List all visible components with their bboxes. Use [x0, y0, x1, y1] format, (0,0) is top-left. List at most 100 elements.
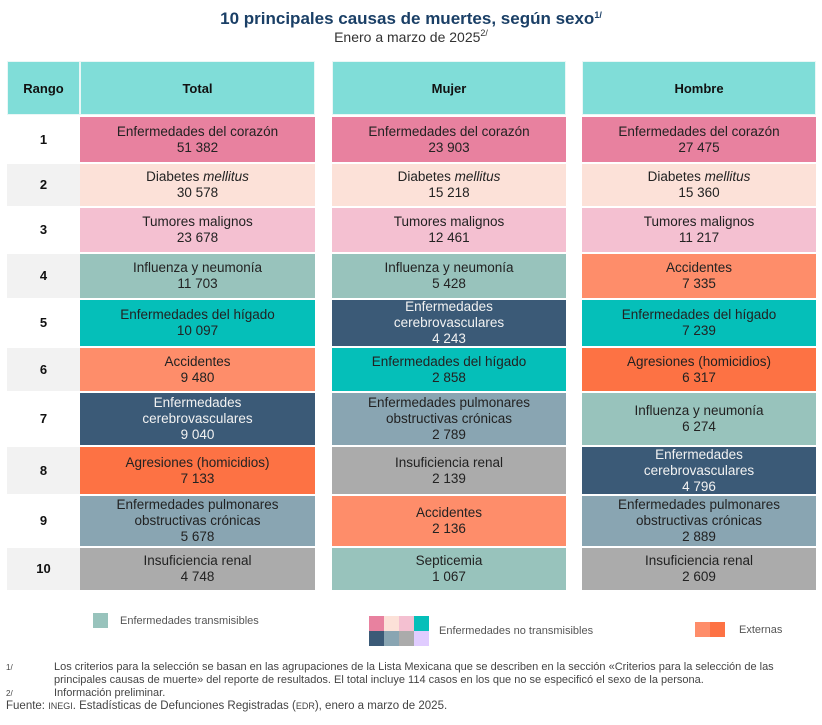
cause-name: Diabetes mellitus — [146, 169, 249, 184]
footnotes: 1/ Los criterios para la selección se ba… — [6, 661, 818, 713]
cause-cell: Accidentes 9 480 — [80, 346, 315, 391]
cause-name: Enfermedades pulmonares obstructivas crón… — [617, 497, 781, 528]
legend-color-chip — [399, 631, 414, 646]
cause-value: 7 335 — [682, 276, 716, 291]
cause-name: Enfermedades cerebrovasculares — [142, 395, 253, 426]
legend-label-no-transmisibles: Enfermedades no transmisibles — [439, 625, 594, 637]
legend-externas: Externas — [695, 622, 782, 637]
legend-color-chip — [399, 616, 414, 631]
cause-name: Enfermedades cerebrovasculares — [393, 299, 505, 330]
cause-value: 4 748 — [180, 569, 215, 584]
cause-cell: Tumores malignos 11 217 — [582, 206, 816, 252]
cause-cell: Enfermedades cerebrovasculares 4 796 — [582, 445, 816, 494]
cause-name: Accidentes — [415, 505, 483, 520]
cause-value: 12 461 — [428, 230, 470, 245]
cause-name: Enfermedades pulmonares obstructivas crón… — [116, 497, 279, 528]
cause-cell: Tumores malignos 12 461 — [332, 206, 566, 252]
cause-cell: Enfermedades pulmonares obstructivas crón… — [332, 391, 566, 445]
cause-value: 2 889 — [682, 529, 716, 544]
cause-cell: Agresiones (homicidios) 6 317 — [582, 346, 816, 391]
cause-value: 15 218 — [428, 185, 470, 200]
cause-name: Diabetes mellitus — [647, 169, 751, 184]
total-column: Total Enfermedades del corazón 51 382 Diab… — [80, 61, 315, 590]
cause-name: Insuficiencia renal — [143, 553, 252, 568]
source-label: Fuente: — [6, 700, 45, 712]
legend-swatch-no-transmisibles — [369, 616, 429, 646]
cause-cell: Enfermedades pulmonares obstructivas crón… — [80, 494, 315, 546]
title-footnote-mark: 1/ — [594, 10, 602, 20]
cause-value: 4 796 — [682, 478, 716, 494]
footnote-1-mark: 1/ — [6, 663, 13, 672]
cause-cell: Enfermedades del hígado 7 239 — [582, 298, 816, 346]
cause-cell: Diabetes mellitus 30 578 — [80, 162, 315, 206]
rank-cell: 10 — [7, 546, 80, 590]
cause-value: 2 136 — [432, 521, 466, 536]
cause-name: Enfermedades pulmonares obstructivas crón… — [367, 395, 531, 426]
legend-color-chip — [414, 631, 429, 646]
cause-name: Tumores malignos — [142, 214, 253, 229]
cause-value: 7 133 — [180, 470, 215, 486]
rank-cell: 7 — [7, 391, 80, 445]
cause-cell: Diabetes mellitus 15 360 — [582, 162, 816, 206]
cause-value: 9 480 — [180, 369, 215, 385]
cause-cell: Enfermedades cerebrovasculares 9 040 — [80, 391, 315, 445]
cause-value: 23 903 — [428, 139, 470, 155]
legend-label-externas: Externas — [739, 623, 783, 636]
cause-cell: Insuficiencia renal 4 748 — [80, 546, 315, 590]
cause-cell: Enfermedades del corazón 51 382 — [80, 115, 315, 162]
legend-no-transmisibles: Enfermedades no transmisibles — [369, 616, 593, 646]
subtitle-footnote-mark: 2/ — [480, 28, 488, 38]
rank-cell: 5 — [7, 298, 80, 346]
cause-value: 11 703 — [177, 276, 218, 291]
legend-transmisibles: Enfermedades transmisibles — [93, 613, 259, 628]
cause-cell: Insuficiencia renal 2 139 — [332, 445, 566, 494]
cause-cell: Agresiones (homicidios) 7 133 — [80, 445, 315, 494]
source-text: . Estadísticas de Defunciones Registrada… — [72, 700, 296, 712]
cause-cell: Insuficiencia renal 2 609 — [582, 546, 816, 590]
mujer-header: Mujer — [332, 61, 566, 115]
legend-color-chip — [710, 622, 725, 637]
cause-name: Insuficiencia renal — [644, 553, 754, 568]
rank-cell: 2 — [7, 162, 80, 206]
legend-color-chip — [414, 616, 429, 631]
cause-cell: Influenza y neumonía 5 428 — [332, 252, 566, 298]
source-tail: ), enero a marzo de 2025. — [314, 700, 448, 712]
cause-name: Accidentes — [164, 353, 231, 369]
legend-swatch-transmisibles — [93, 613, 108, 628]
cause-name: Influenza y neumonía — [384, 260, 514, 275]
rank-cell: 1 — [7, 115, 80, 162]
cause-name: Septicemia — [415, 553, 483, 568]
cause-value: 11 217 — [678, 230, 720, 245]
cause-value: 2 858 — [432, 369, 466, 385]
cause-value: 6 274 — [682, 419, 716, 434]
rank-cell: 6 — [7, 346, 80, 391]
footnote-2-text: Información preliminar. — [54, 687, 166, 699]
cause-value: 2 609 — [682, 569, 716, 584]
cause-value: 23 678 — [176, 230, 219, 245]
cause-value: 10 097 — [176, 323, 219, 338]
rank-cell: 9 — [7, 494, 80, 546]
cause-name: Enfermedades del hígado — [120, 307, 275, 322]
cause-name: Enfermedades del corazón — [618, 123, 780, 139]
cause-value: 2 789 — [432, 427, 466, 442]
cause-cell: Enfermedades pulmonares obstructivas crón… — [582, 494, 816, 546]
cause-value: 2 139 — [432, 470, 466, 486]
legend-color-chip — [384, 631, 399, 646]
rank-column: Rango 1 2 3 4 5 6 7 8 9 10 — [7, 61, 80, 590]
cause-name: Influenza y neumonía — [132, 260, 263, 275]
legend-color-chip — [384, 616, 399, 631]
cause-value: 6 317 — [682, 369, 716, 385]
cause-name: Agresiones (homicidios) — [626, 353, 772, 369]
cause-value: 1 067 — [432, 569, 466, 584]
cause-value: 30 578 — [176, 185, 219, 200]
hombre-column: Hombre Enfermedades del corazón 27 475 Dia… — [582, 61, 816, 590]
cause-name: Agresiones (homicidios) — [125, 454, 270, 470]
footnote-1-text: Los criterios para la selección se basan… — [54, 661, 774, 686]
chart-subtitle: Enero a marzo de 20252/ — [0, 24, 822, 46]
cause-name: Influenza y neumonía — [634, 403, 764, 418]
rank-header: Rango — [7, 61, 80, 115]
cause-name: Enfermedades del corazón — [116, 123, 279, 139]
legend-color-chip — [369, 631, 384, 646]
cause-value: 27 475 — [678, 139, 720, 155]
subtitle-text: Enero a marzo de 2025 — [334, 29, 481, 45]
